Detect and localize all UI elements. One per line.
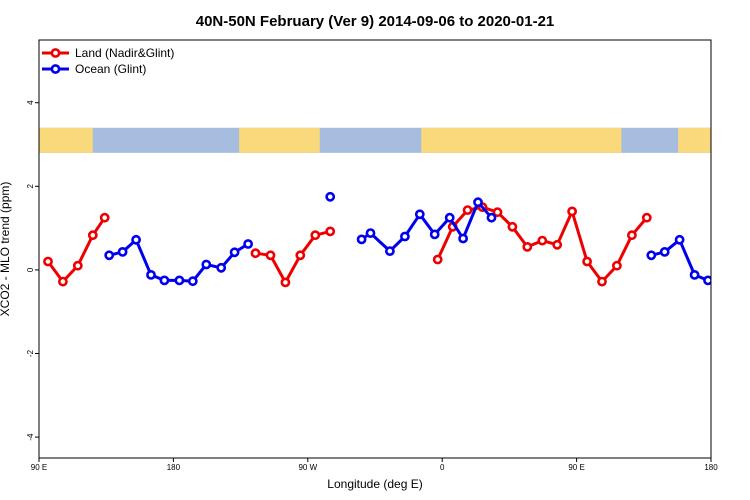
y-tick-label: 4 xyxy=(26,100,35,105)
data-point xyxy=(522,241,533,252)
data-point xyxy=(703,275,711,286)
data-point xyxy=(201,259,212,270)
data-point xyxy=(432,254,443,265)
data-point xyxy=(250,248,261,259)
data-point xyxy=(146,269,156,280)
legend-label: Land (Nadir&Glint) xyxy=(75,46,174,60)
data-point xyxy=(104,250,115,261)
map-land xyxy=(39,127,93,153)
data-point xyxy=(552,239,563,250)
data-point xyxy=(414,209,425,220)
data-point xyxy=(187,276,198,287)
legend-marker xyxy=(50,48,61,58)
x-tick-label: 90 E xyxy=(31,463,47,472)
data-point xyxy=(72,260,83,271)
data-point xyxy=(473,197,483,208)
data-point xyxy=(567,206,577,217)
x-tick-label: 0 xyxy=(440,463,445,472)
y-tick-label: -4 xyxy=(26,433,35,441)
legend-marker xyxy=(50,64,61,74)
series-ocean xyxy=(104,191,711,287)
data-point xyxy=(265,250,276,261)
data-point xyxy=(429,229,440,240)
y-tick-label: 0 xyxy=(26,267,35,272)
data-point xyxy=(280,277,291,288)
data-point xyxy=(597,276,607,287)
data-point xyxy=(458,233,468,244)
data-point xyxy=(674,234,685,245)
data-point xyxy=(310,230,321,241)
x-tick-label: 90 W xyxy=(298,463,317,472)
data-point xyxy=(229,247,240,258)
data-point xyxy=(216,262,227,273)
y-axis: -4 -2 0 2 4 xyxy=(26,100,39,441)
data-point xyxy=(689,269,700,280)
data-point xyxy=(486,212,497,223)
y-tick-label: 2 xyxy=(26,184,35,189)
data-point xyxy=(325,191,336,202)
map-land xyxy=(421,127,622,153)
data-point xyxy=(43,256,53,267)
y-tick-label: -2 xyxy=(26,349,35,357)
map-land xyxy=(678,127,711,153)
y-axis-label: XCO2 - MLO trend (ppm) xyxy=(0,182,12,317)
data-point xyxy=(646,250,657,261)
data-point xyxy=(612,260,622,271)
data-point xyxy=(641,212,652,223)
x-tick-label: 180 xyxy=(704,463,718,472)
data-point xyxy=(87,230,98,241)
data-point xyxy=(325,226,336,237)
series-line xyxy=(108,238,249,283)
data-point xyxy=(295,250,306,261)
data-point xyxy=(627,230,637,241)
x-tick-label: 180 xyxy=(167,463,181,472)
x-axis-label: Longitude (deg E) xyxy=(327,477,422,491)
data-point xyxy=(58,276,68,287)
map-land xyxy=(239,127,320,153)
data-point xyxy=(131,234,141,245)
data-point xyxy=(174,275,185,286)
legend: Land (Nadir&Glint) Ocean (Glint) xyxy=(42,46,174,76)
data-point xyxy=(159,275,170,286)
data-point xyxy=(356,234,367,245)
data-point xyxy=(507,221,518,232)
data-point xyxy=(444,212,455,223)
map-strip xyxy=(39,127,711,153)
series-line xyxy=(46,216,106,284)
x-axis: 90 E 180 90 W 0 90 E 180 xyxy=(31,458,718,472)
legend-label: Ocean (Glint) xyxy=(75,62,146,76)
chart-title: 40N-50N February (Ver 9) 2014-09-06 to 2… xyxy=(196,13,555,30)
data-point xyxy=(492,207,503,218)
data-point xyxy=(99,212,110,223)
data-point xyxy=(117,246,128,257)
data-point xyxy=(537,235,548,246)
data-point xyxy=(365,228,376,238)
data-point xyxy=(659,246,670,257)
series-land xyxy=(43,202,652,288)
data-point xyxy=(462,205,473,215)
data-point xyxy=(243,239,253,249)
series-line xyxy=(360,200,493,253)
series-line xyxy=(650,238,709,282)
x-tick-label: 90 E xyxy=(568,463,584,472)
data-point xyxy=(399,231,410,242)
series-layer xyxy=(43,191,711,288)
plot-frame xyxy=(38,39,712,459)
data-point xyxy=(582,256,592,267)
data-point xyxy=(384,246,395,256)
